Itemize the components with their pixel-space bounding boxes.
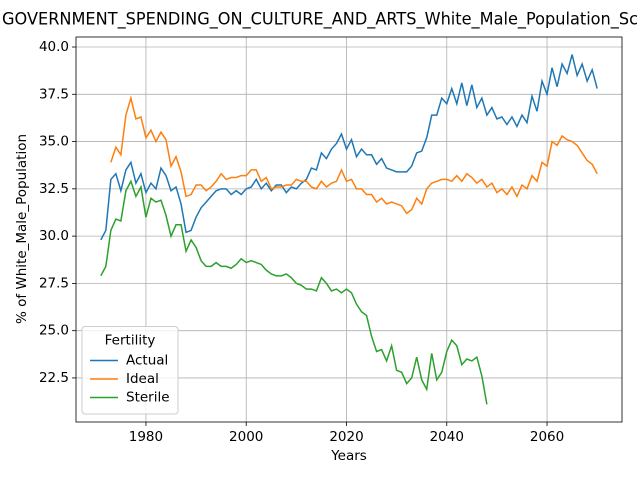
x-tick-label: 2000 — [229, 429, 263, 445]
y-axis-label: % of White_Male_Population — [14, 134, 30, 324]
y-tick-label: 32.5 — [39, 181, 69, 197]
legend: Fertility Actual Ideal Sterile — [81, 326, 179, 415]
line-series — [100, 179, 488, 405]
chart-title: GOVERNMENT_SPENDING_ON_CULTURE_AND_ARTS_… — [2, 10, 638, 30]
line-series — [110, 95, 598, 215]
y-tick-label: 40.0 — [39, 39, 69, 55]
y-tick-label: 35.0 — [39, 134, 69, 150]
y-tick-label: 22.5 — [39, 370, 69, 386]
x-tick-label: 2020 — [329, 429, 363, 445]
y-tick-label: 25.0 — [39, 323, 69, 339]
x-tick-label: 1980 — [129, 429, 163, 445]
line-series — [100, 54, 598, 241]
legend-title: Fertility — [105, 333, 156, 349]
y-tick-label: 37.5 — [39, 86, 69, 102]
x-tick-label: 2040 — [430, 429, 464, 445]
legend-label: Sterile — [126, 390, 170, 406]
legend-box — [81, 326, 179, 415]
legend-label: Ideal — [126, 371, 159, 387]
legend-label: Actual — [126, 353, 168, 369]
x-tick-label: 2060 — [530, 429, 564, 445]
plot-frame — [75, 36, 623, 423]
y-tick-label: 30.0 — [39, 228, 69, 244]
y-tick-label: 27.5 — [39, 275, 69, 291]
x-axis-label: Years — [330, 448, 367, 464]
